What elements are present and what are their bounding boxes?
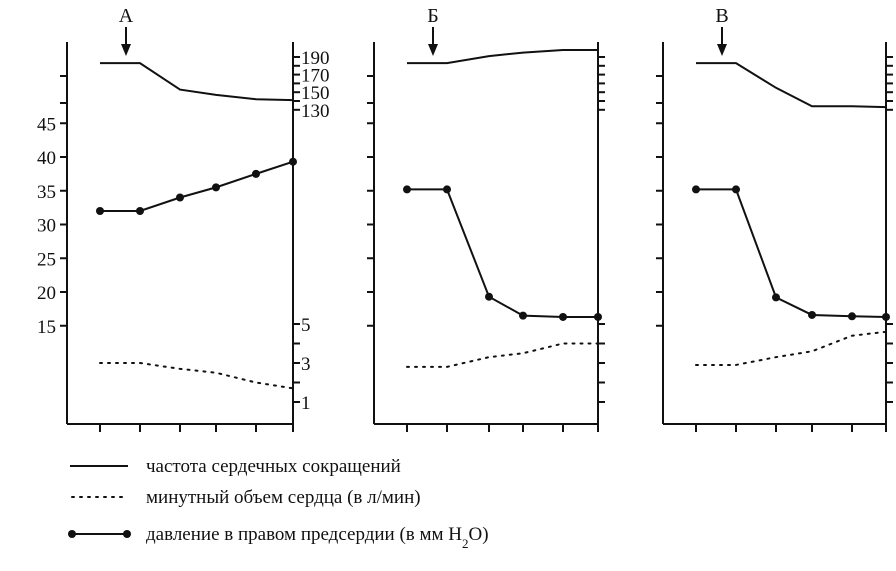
rap-point-0: [403, 185, 411, 194]
legend-swatch-dot-left: [68, 530, 76, 538]
legend-swatch-dot-right: [123, 530, 131, 538]
rap-point-5: [289, 157, 297, 166]
rap-point-5: [594, 312, 602, 321]
legend-label: частота сердечных сокращений: [146, 456, 401, 477]
arrow-head-icon: [428, 44, 438, 56]
legend-label-subscript: 2: [462, 536, 469, 551]
left-tick-label-30: 30: [37, 216, 56, 237]
left-tick-label-40: 40: [37, 148, 56, 169]
panel-3: В: [656, 5, 893, 432]
rap-point-2: [772, 293, 780, 302]
right-bottom-tick-label-1: 1: [301, 393, 311, 414]
panel-2-series: [403, 48, 602, 368]
legend-item-co: минутный объем сердца (в л/мин): [71, 487, 421, 508]
rap-point-4: [848, 312, 856, 321]
right-atrial-pressure-line: [696, 188, 887, 318]
right-top-tick-label-190: 190: [301, 48, 330, 69]
panel-1-series: [96, 62, 297, 390]
heart-rate-line: [100, 62, 294, 102]
rap-point-3: [212, 183, 220, 192]
heart-rate-line: [696, 62, 887, 109]
rap-point-4: [559, 312, 567, 321]
rap-point-0: [96, 207, 104, 215]
series-layer: [96, 48, 890, 390]
rap-point-4: [252, 169, 260, 178]
rap-point-1: [136, 207, 144, 215]
right-top-tick-label-170: 170: [301, 66, 330, 87]
left-tick-label-45: 45: [37, 114, 56, 135]
panel-label: А: [119, 5, 134, 27]
left-tick-label-15: 15: [37, 317, 56, 338]
cardiac-output-line: [406, 342, 599, 368]
right-bottom-tick-label-3: 3: [301, 354, 311, 375]
left-tick-label-35: 35: [37, 182, 56, 203]
rap-point-2: [485, 292, 493, 301]
panel-3-series: [692, 62, 890, 366]
right-atrial-pressure-line: [407, 188, 598, 318]
panel-label: Б: [427, 5, 438, 27]
rap-point-3: [519, 311, 527, 320]
arrow-head-icon: [717, 44, 727, 56]
right-top-tick-label-130: 130: [301, 101, 330, 122]
rap-point-1: [443, 185, 451, 194]
legend-label: минутный объем сердца (в л/мин): [146, 487, 421, 508]
cardiac-output-line: [99, 362, 294, 390]
legend-label: давление в правом предсердии (в мм H2O): [146, 524, 489, 551]
cardiac-output-line: [695, 330, 887, 366]
legend-item-rap: давление в правом предсердии (в мм H2O): [68, 524, 489, 551]
left-tick-label-25: 25: [37, 249, 56, 270]
legend-layer: частота сердечных сокращений минутный объ…: [68, 456, 489, 551]
right-top-tick-label-150: 150: [301, 83, 330, 104]
right-atrial-pressure-line: [100, 160, 294, 212]
panel-2: Б: [367, 5, 605, 432]
rap-point-0: [692, 185, 700, 194]
legend-label-main: давление в правом предсердии (в мм H: [146, 524, 462, 545]
legend-item-hr: частота сердечных сокращений: [70, 456, 401, 477]
right-bottom-tick-label-5: 5: [301, 315, 311, 336]
heart-rate-line: [407, 48, 598, 65]
rap-point-2: [176, 193, 184, 202]
rap-point-5: [882, 312, 890, 321]
rap-point-1: [732, 185, 740, 194]
legend-label-end: O): [469, 524, 489, 545]
arrow-head-icon: [121, 44, 131, 56]
rap-point-3: [808, 310, 816, 319]
left-tick-label-20: 20: [37, 283, 56, 304]
panel-label: В: [715, 5, 728, 27]
